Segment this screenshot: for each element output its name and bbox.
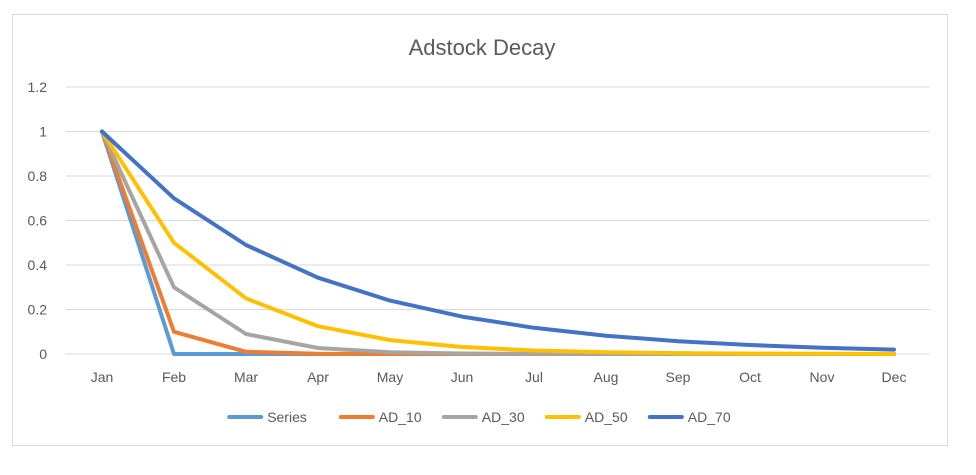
- y-axis-tick-labels: 0 0.2 0.4 0.6 0.8 1 1.2: [28, 79, 48, 362]
- y-tick-label: 0.8: [28, 168, 48, 184]
- legend-label-ad-70: AD_70: [688, 409, 731, 425]
- series-line-ad-70: [100, 129, 896, 352]
- y-tick-label: 0.6: [28, 213, 48, 229]
- y-tick-label: 1.2: [28, 79, 48, 95]
- y-tick-label: 0: [39, 346, 47, 362]
- x-tick-label: Apr: [307, 369, 329, 385]
- series-line-ad-50: [100, 129, 896, 356]
- x-axis-tick-labels: Jan Feb Mar Apr May Jun Jul Aug Sep Oct Nov Dec: [91, 369, 907, 385]
- x-tick-label: Oct: [739, 369, 761, 385]
- legend-label-ad-10: AD_10: [379, 409, 422, 425]
- x-tick-label: Jul: [525, 369, 543, 385]
- x-tick-label: May: [377, 369, 403, 385]
- legend-label-series: Series: [267, 409, 307, 425]
- x-tick-label: Dec: [882, 369, 907, 385]
- x-tick-label: Sep: [666, 369, 691, 385]
- x-tick-label: Feb: [162, 369, 186, 385]
- legend: Series AD_10 AD_30 AD_50 AD_70: [227, 409, 731, 425]
- x-tick-label: Jun: [451, 369, 474, 385]
- x-tick-label: Aug: [594, 369, 619, 385]
- series-lines: [100, 129, 896, 356]
- x-tick-label: Mar: [234, 369, 258, 385]
- legend-label-ad-30: AD_30: [482, 409, 525, 425]
- gridlines: [66, 86, 930, 355]
- chart-title: Adstock Decay: [409, 35, 556, 60]
- y-tick-label: 1: [39, 124, 47, 140]
- x-tick-label: Jan: [91, 369, 114, 385]
- y-tick-label: 0.4: [28, 257, 48, 273]
- legend-label-ad-50: AD_50: [585, 409, 628, 425]
- y-tick-label: 0.2: [28, 302, 48, 318]
- x-tick-label: Nov: [810, 369, 835, 385]
